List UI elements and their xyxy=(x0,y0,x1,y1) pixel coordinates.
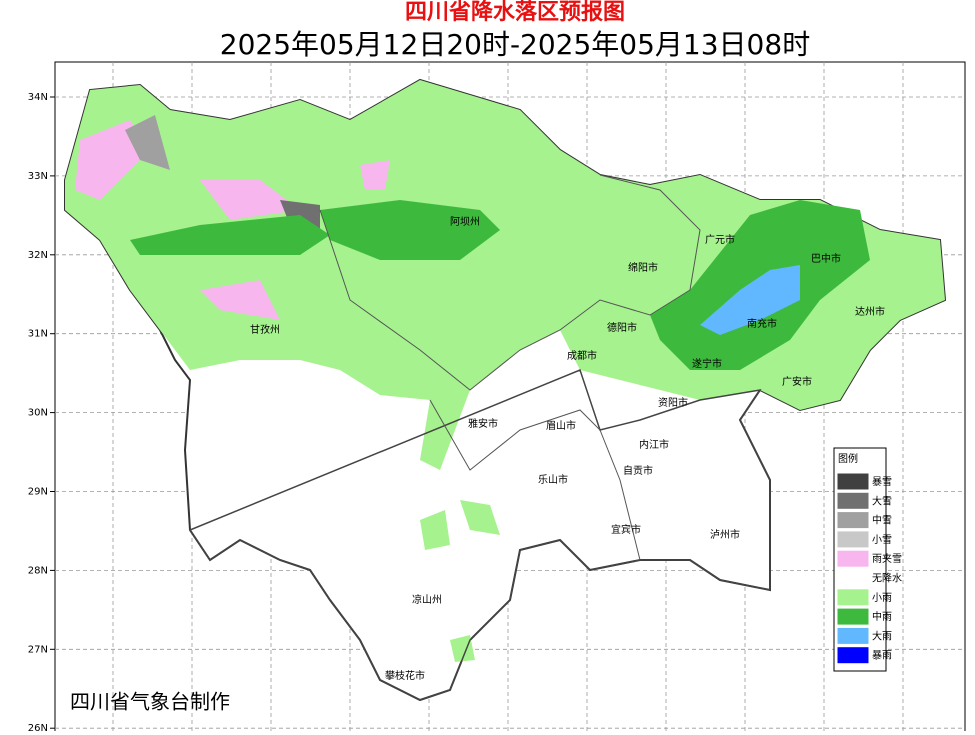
subtitle: 2025年05月12日20时-2025年05月13日08时 xyxy=(220,28,810,61)
city-label: 资阳市 xyxy=(658,396,688,409)
legend-label: 中雪 xyxy=(872,514,892,527)
lat-label: 34N xyxy=(28,92,48,103)
city-boundaries xyxy=(188,369,771,701)
lat-label: 27N xyxy=(28,644,48,655)
lat-label: 29N xyxy=(28,487,48,498)
legend-title: 图例 xyxy=(838,452,858,465)
legend-swatch xyxy=(837,550,869,567)
city-label: 内江市 xyxy=(639,438,669,451)
city-label: 绵阳市 xyxy=(628,261,658,274)
light-rain-patch xyxy=(460,500,500,535)
city-label: 凉山州 xyxy=(412,593,442,606)
legend-swatch xyxy=(838,570,868,586)
legend-swatch xyxy=(837,473,869,490)
legend-label: 雨夹雪 xyxy=(872,552,902,565)
city-label: 雅安市 xyxy=(468,417,498,430)
legend-label: 暴雨 xyxy=(872,650,892,662)
legend-swatch xyxy=(837,608,869,625)
snow-area xyxy=(125,115,170,170)
city-label: 达州市 xyxy=(855,305,885,318)
lat-label: 33N xyxy=(28,171,48,182)
lat-label: 31N xyxy=(28,329,48,340)
legend-label: 小雪 xyxy=(872,534,892,546)
city-label: 南充市 xyxy=(747,317,777,330)
city-label: 阿坝州 xyxy=(450,216,480,228)
moderate-rain-area xyxy=(130,215,330,255)
city-label: 德阳市 xyxy=(607,321,637,334)
legend-swatch xyxy=(837,531,869,548)
city-label: 自贡市 xyxy=(623,464,653,477)
light-rain-area xyxy=(65,80,945,470)
city-label: 巴中市 xyxy=(811,252,841,265)
city-label: 成都市 xyxy=(567,349,597,362)
sleet-area xyxy=(360,160,390,190)
district-boundaries xyxy=(429,399,641,561)
legend-swatch xyxy=(837,589,869,606)
title: 四川省降水落区预报图 xyxy=(405,0,625,25)
lat-label: 26N xyxy=(28,723,48,731)
legend-swatch xyxy=(837,512,869,529)
legend-label: 大雪 xyxy=(872,494,892,507)
legend-swatch xyxy=(837,627,869,644)
city-label: 遂宁市 xyxy=(692,357,722,370)
city-label: 攀枝花市 xyxy=(385,669,425,682)
district-boundaries xyxy=(319,174,701,391)
city-label: 广安市 xyxy=(782,375,812,388)
legend-swatch xyxy=(837,647,869,664)
legend-label: 暴雪 xyxy=(872,476,892,488)
map-regions xyxy=(64,78,947,702)
heavy-rain-area xyxy=(700,265,800,335)
legend-label: 中雨 xyxy=(872,610,892,623)
lat-label: 32N xyxy=(28,250,48,261)
city-label: 广元市 xyxy=(705,233,735,246)
light-rain-patch xyxy=(420,510,450,550)
sleet-area xyxy=(200,280,280,320)
legend-swatch xyxy=(837,492,869,509)
lat-label: 28N xyxy=(28,565,48,576)
city-label: 甘孜州 xyxy=(250,323,280,336)
legend-label: 无降水 xyxy=(872,572,902,585)
legend-label: 小雨 xyxy=(872,592,892,604)
footer: 四川省气象台制作 xyxy=(70,690,230,714)
city-label: 泸州市 xyxy=(710,528,740,541)
city-label: 乐山市 xyxy=(538,473,568,486)
city-label: 眉山市 xyxy=(546,419,576,432)
city-label: 宜宾市 xyxy=(611,523,641,536)
sleet-area xyxy=(200,180,300,220)
lat-label: 30N xyxy=(28,408,48,419)
legend-label: 大雨 xyxy=(872,629,892,642)
moderate-rain-area xyxy=(320,200,500,260)
